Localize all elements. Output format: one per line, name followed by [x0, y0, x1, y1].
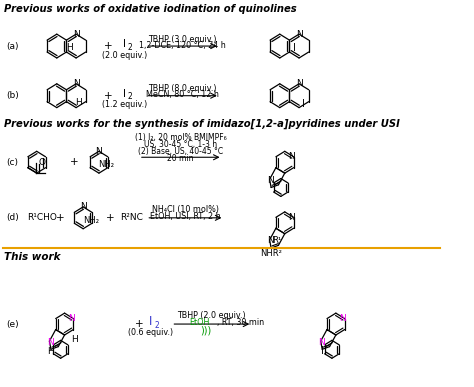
Text: O: O — [38, 158, 46, 167]
Text: N: N — [80, 202, 87, 211]
Text: I: I — [149, 315, 153, 327]
Text: (1.2 equiv.): (1.2 equiv.) — [102, 100, 147, 109]
Text: (c): (c) — [6, 158, 18, 167]
Text: N: N — [267, 236, 274, 245]
Text: TBHP (3.0 equiv.): TBHP (3.0 equiv.) — [148, 34, 217, 44]
Text: N: N — [73, 79, 80, 88]
Text: , RT, 30 min: , RT, 30 min — [217, 318, 264, 327]
Text: NH₂: NH₂ — [82, 216, 99, 225]
Text: NH₄Cl (10 mol%): NH₄Cl (10 mol%) — [152, 205, 219, 214]
Text: TBHP (2.0 equiv.): TBHP (2.0 equiv.) — [177, 311, 246, 320]
Text: N: N — [288, 152, 295, 161]
Text: N: N — [296, 30, 302, 39]
Text: N: N — [96, 147, 102, 156]
Text: EtOH: EtOH — [189, 318, 210, 327]
Text: (e): (e) — [6, 320, 18, 329]
Text: (2) Base, US, 40-45 °C: (2) Base, US, 40-45 °C — [138, 147, 223, 156]
Text: (1) I₂, 20 mol% BMIMPF₆: (1) I₂, 20 mol% BMIMPF₆ — [135, 133, 227, 142]
Text: This work: This work — [4, 252, 61, 262]
Text: R²NC: R²NC — [120, 213, 143, 222]
Text: (a): (a) — [6, 41, 18, 51]
Text: ))): ))) — [200, 325, 211, 335]
Text: 1,2-DCE, 120 °C, 24 h: 1,2-DCE, 120 °C, 24 h — [139, 41, 226, 50]
Text: +: + — [55, 213, 64, 223]
Text: Previous works for the synthesis of imidazo[1,2-a]pyridines under USI: Previous works for the synthesis of imid… — [4, 118, 400, 129]
Text: NH₂: NH₂ — [99, 160, 114, 169]
Text: I: I — [302, 99, 305, 109]
Text: +: + — [104, 91, 112, 101]
Text: +: + — [70, 157, 78, 167]
Text: R¹: R¹ — [272, 236, 281, 245]
Text: I: I — [292, 43, 295, 53]
Text: (d): (d) — [6, 213, 19, 222]
Text: NHR²: NHR² — [261, 249, 283, 258]
Text: H: H — [66, 43, 73, 51]
Text: N: N — [47, 337, 54, 347]
Text: N: N — [68, 314, 75, 323]
Text: N: N — [73, 30, 80, 39]
Text: N: N — [339, 314, 346, 323]
Text: N: N — [267, 176, 274, 185]
Text: H: H — [47, 347, 54, 356]
Text: US, 30-45 °C, 1-3 h: US, 30-45 °C, 1-3 h — [144, 140, 217, 149]
Text: TBHP (8.0 equiv.): TBHP (8.0 equiv.) — [148, 84, 217, 93]
Text: (b): (b) — [6, 91, 19, 100]
Text: Previous works of oxidative iodination of quinolines: Previous works of oxidative iodination o… — [4, 4, 297, 14]
Text: (2.0 equiv.): (2.0 equiv.) — [102, 50, 147, 60]
Text: 2: 2 — [127, 43, 132, 51]
Text: +: + — [135, 319, 143, 329]
Text: 20 min: 20 min — [167, 154, 194, 163]
Text: +: + — [104, 41, 112, 51]
Text: I: I — [123, 89, 127, 99]
Text: N: N — [296, 79, 302, 88]
Text: R¹CHO: R¹CHO — [27, 213, 57, 222]
Text: I: I — [123, 39, 127, 49]
Text: EtOH, USI, RT, 2 h: EtOH, USI, RT, 2 h — [150, 212, 221, 221]
Text: (0.6 equiv.): (0.6 equiv.) — [128, 329, 173, 337]
Text: MeCN, 80 °C, 12 h: MeCN, 80 °C, 12 h — [146, 90, 219, 99]
Text: 2: 2 — [127, 92, 132, 101]
Text: N: N — [318, 337, 325, 347]
Text: +: + — [106, 213, 114, 223]
Text: 2: 2 — [154, 320, 159, 330]
Text: H: H — [71, 336, 78, 344]
Text: I: I — [321, 346, 324, 356]
Text: N: N — [288, 213, 295, 222]
Text: H: H — [75, 98, 82, 107]
